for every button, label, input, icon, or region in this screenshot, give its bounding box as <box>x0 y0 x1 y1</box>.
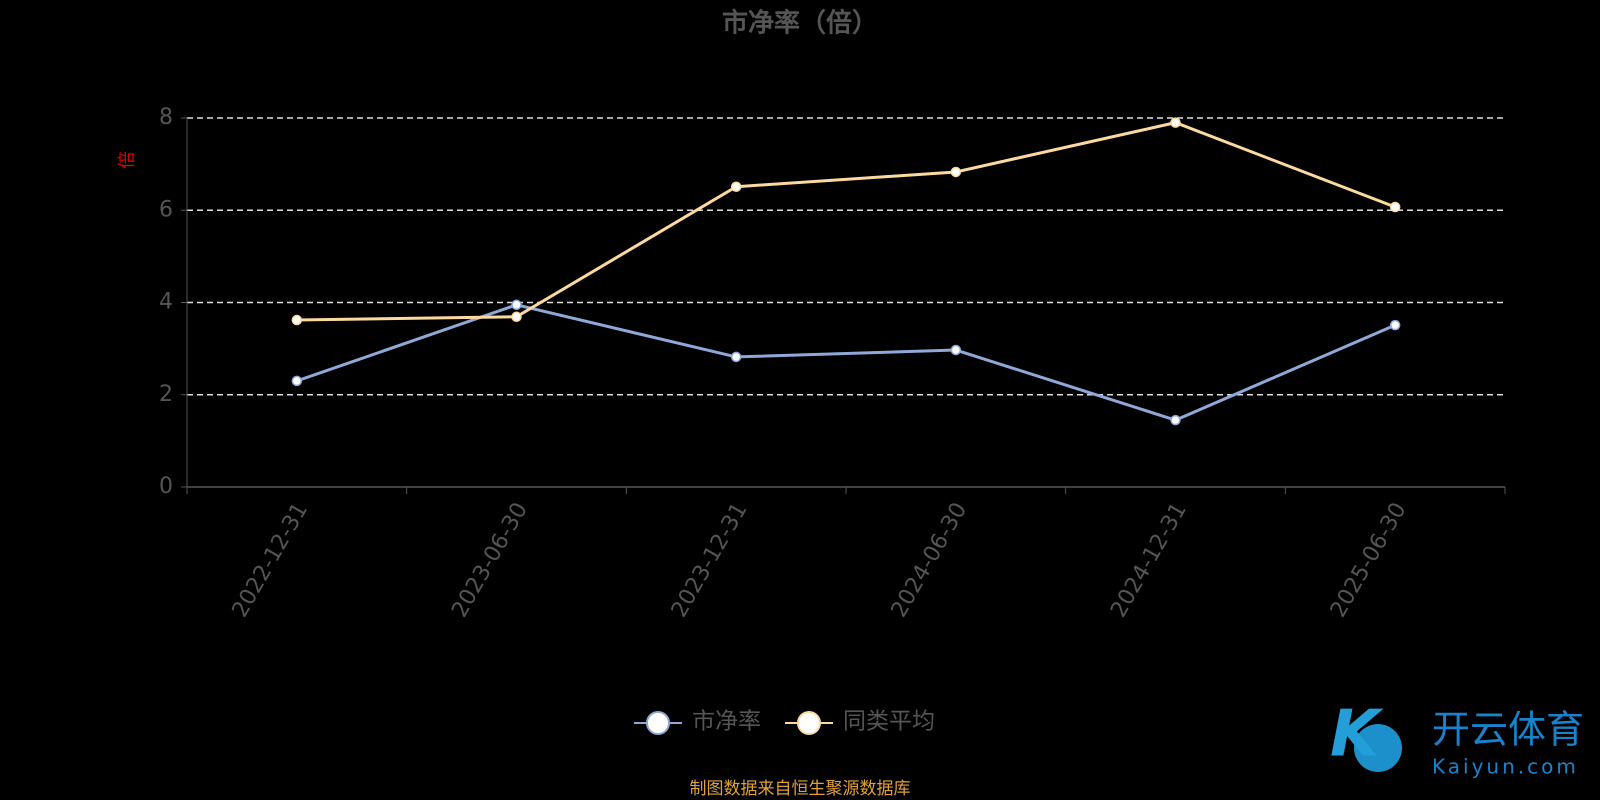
source-note: 制图数据来自恒生聚源数据库 <box>690 779 911 799</box>
legend-item: 同类平均 <box>785 709 935 735</box>
data-point <box>291 375 303 387</box>
y-tick-label: 4 <box>159 290 173 315</box>
y-axis-label: 倍 <box>117 151 138 169</box>
data-point <box>1389 319 1401 331</box>
y-tick-label: 8 <box>159 105 173 130</box>
watermark: K 开云体育 Kaiyun.com <box>1330 698 1584 779</box>
y-tick-label: 6 <box>159 197 173 222</box>
data-point <box>511 311 522 323</box>
data-point <box>1389 201 1401 213</box>
legend-item: 市净率 <box>634 709 761 735</box>
data-point <box>291 314 303 326</box>
data-point <box>1170 117 1181 128</box>
watermark-title: 开云体育 <box>1432 708 1584 752</box>
watermark-logo <box>1354 724 1402 772</box>
y-tick-label: 0 <box>159 474 173 499</box>
legend-label: 市净率 <box>692 709 761 735</box>
series-line <box>296 121 1396 322</box>
data-point <box>1170 414 1181 426</box>
data-point <box>730 181 742 192</box>
data-point <box>511 299 522 311</box>
chart-title: 市净率（倍） <box>722 8 878 39</box>
watermark-logo-letter: K <box>1330 698 1384 772</box>
data-point <box>950 166 962 178</box>
y-tick-label: 2 <box>159 382 173 407</box>
watermark-subtitle: Kaiyun.com <box>1432 755 1579 779</box>
legend-marker <box>646 711 670 735</box>
data-point <box>950 344 962 356</box>
legend-label: 同类平均 <box>843 709 935 735</box>
legend-marker <box>797 711 821 735</box>
data-point <box>730 351 742 363</box>
